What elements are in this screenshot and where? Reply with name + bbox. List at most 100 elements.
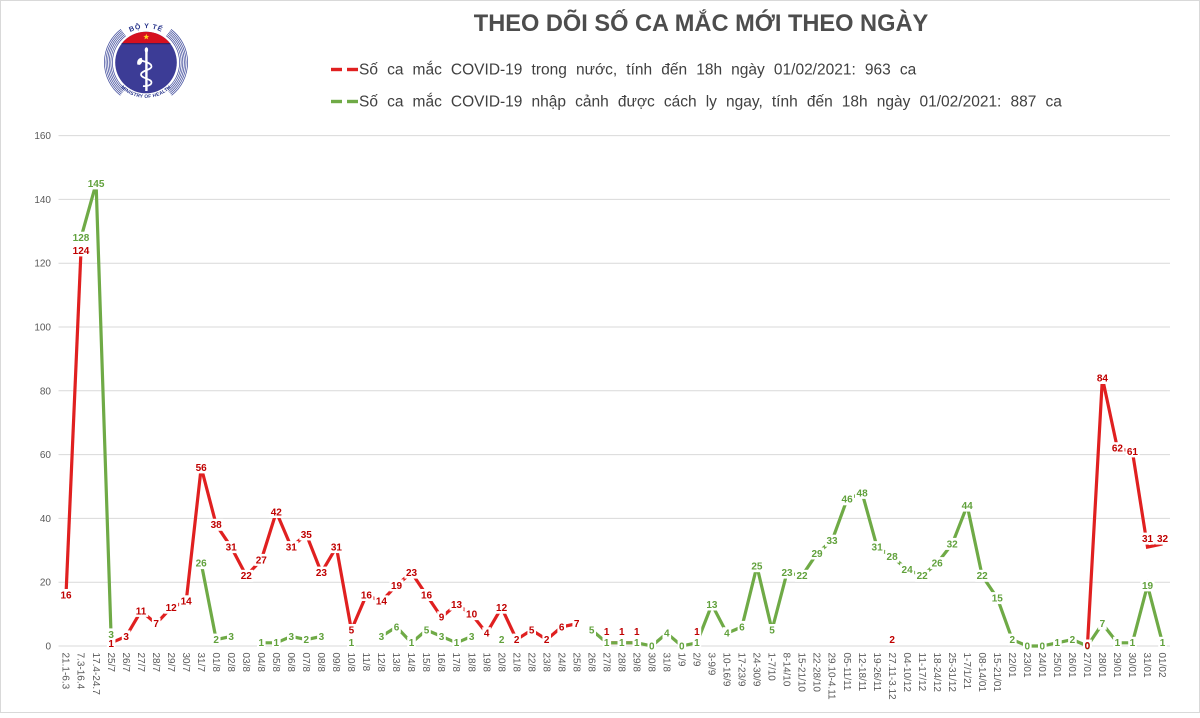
svg-text:12-18/11: 12-18/11 [856,653,867,692]
svg-text:28/7: 28/7 [150,653,161,673]
svg-text:11/8: 11/8 [360,653,371,672]
svg-text:100: 100 [34,323,51,334]
svg-text:42: 42 [271,507,283,518]
svg-text:3-9/9: 3-9/9 [706,653,717,676]
svg-text:19: 19 [1142,581,1154,592]
svg-text:BỘ Y TẾ: BỘ Y TẾ [128,22,165,34]
svg-text:01/02: 01/02 [1156,653,1167,678]
svg-text:3: 3 [108,630,114,641]
svg-text:1/9: 1/9 [676,653,687,667]
svg-text:23/01: 23/01 [1021,653,1032,678]
svg-text:26/7: 26/7 [120,653,131,673]
svg-text:30/8: 30/8 [646,653,657,673]
svg-text:30/7: 30/7 [180,653,191,673]
svg-text:60: 60 [40,450,52,461]
svg-text:31: 31 [872,543,884,554]
svg-text:25: 25 [751,562,763,573]
svg-text:16: 16 [361,590,373,601]
svg-text:10-16/9: 10-16/9 [721,653,732,687]
svg-text:1: 1 [619,627,625,638]
svg-text:5: 5 [349,625,355,636]
svg-text:2: 2 [1070,635,1076,646]
svg-text:1: 1 [349,638,355,649]
svg-text:32: 32 [947,539,959,550]
svg-text:20/8: 20/8 [495,653,506,673]
svg-text:24: 24 [902,565,914,576]
svg-text:160: 160 [34,131,51,142]
svg-text:20: 20 [40,578,52,589]
svg-text:3: 3 [123,632,129,643]
svg-text:3: 3 [469,632,475,643]
svg-text:22: 22 [796,571,808,582]
svg-text:7.3-16.4: 7.3-16.4 [75,653,86,690]
svg-text:27/8: 27/8 [600,653,611,673]
svg-text:23: 23 [316,568,328,579]
svg-text:25/7: 25/7 [105,653,116,673]
svg-text:14/8: 14/8 [405,653,416,673]
svg-text:2: 2 [1010,635,1016,646]
svg-text:17-23/9: 17-23/9 [736,653,747,687]
svg-text:38: 38 [211,520,223,531]
svg-text:26/8: 26/8 [585,653,596,673]
svg-text:11-17/12: 11-17/12 [916,653,927,692]
svg-text:33: 33 [826,536,838,547]
svg-text:6: 6 [559,622,565,633]
svg-text:29.10-4.11: 29.10-4.11 [826,653,837,701]
svg-text:6: 6 [739,622,745,633]
svg-text:22-28/10: 22-28/10 [811,653,822,693]
svg-text:31: 31 [331,543,343,554]
svg-text:17.4-24.7: 17.4-24.7 [90,653,101,696]
svg-text:26: 26 [932,559,944,570]
svg-text:07/8: 07/8 [300,653,311,673]
svg-text:3: 3 [289,632,295,643]
svg-text:14: 14 [181,597,193,608]
svg-text:1: 1 [604,638,610,649]
svg-text:1: 1 [619,638,625,649]
svg-text:2: 2 [544,635,550,646]
svg-text:1: 1 [259,638,265,649]
svg-text:28/8: 28/8 [616,653,627,673]
svg-text:10: 10 [466,610,478,621]
svg-text:22: 22 [977,571,989,582]
svg-text:15-21/01: 15-21/01 [991,653,1002,693]
svg-text:2/9: 2/9 [691,653,702,667]
svg-text:2: 2 [889,635,895,646]
svg-text:3: 3 [439,632,445,643]
svg-text:124: 124 [73,246,90,257]
svg-text:1: 1 [1160,638,1166,649]
svg-text:27: 27 [256,555,268,566]
svg-text:10/8: 10/8 [345,653,356,673]
svg-text:23/8: 23/8 [540,653,551,673]
svg-text:7: 7 [574,619,580,630]
svg-text:145: 145 [88,179,105,190]
svg-text:21.1-6.3: 21.1-6.3 [60,653,71,690]
svg-text:1: 1 [274,638,280,649]
svg-text:5: 5 [589,625,595,636]
svg-text:120: 120 [34,259,51,270]
svg-text:26: 26 [196,559,208,570]
svg-text:05/8: 05/8 [270,653,281,673]
svg-text:4: 4 [484,629,490,640]
svg-text:12: 12 [166,603,178,614]
svg-text:1: 1 [454,638,460,649]
svg-text:21/8: 21/8 [510,653,521,673]
svg-text:1: 1 [108,639,114,650]
svg-text:44: 44 [962,501,974,512]
svg-text:7: 7 [153,619,159,630]
svg-text:0: 0 [45,642,51,653]
svg-text:31: 31 [1142,534,1154,545]
svg-text:8-14/10: 8-14/10 [781,653,792,687]
svg-text:08/8: 08/8 [315,653,326,673]
svg-text:12/8: 12/8 [375,653,386,673]
svg-text:04-10/12: 04-10/12 [901,653,912,693]
svg-text:3: 3 [379,632,385,643]
svg-text:31: 31 [226,543,238,554]
svg-text:80: 80 [40,386,52,397]
svg-text:19-26/11: 19-26/11 [871,653,882,692]
svg-text:23: 23 [406,568,418,579]
svg-text:4: 4 [724,629,730,640]
svg-text:04/8: 04/8 [255,653,266,673]
svg-text:25/01: 25/01 [1051,653,1062,678]
svg-text:23: 23 [781,568,793,579]
svg-text:18-24/12: 18-24/12 [931,653,942,693]
